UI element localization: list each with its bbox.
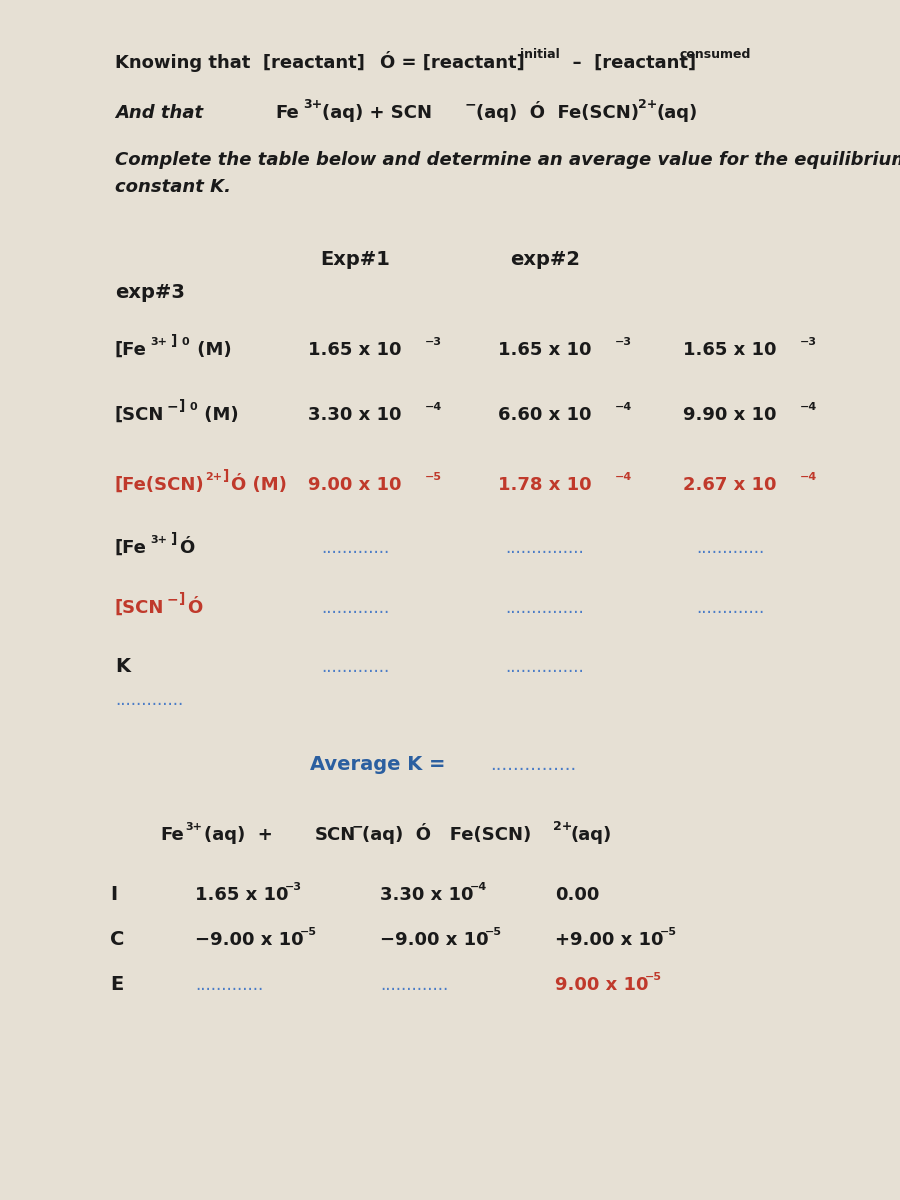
Text: −4: −4 [615, 472, 632, 482]
Text: I: I [110, 886, 117, 904]
Text: −3: −3 [800, 337, 817, 347]
Text: .............: ............. [321, 658, 389, 676]
Text: −: − [167, 592, 178, 606]
Text: ...............: ............... [506, 539, 584, 557]
Text: −4: −4 [615, 402, 632, 412]
Text: 1.65 x 10: 1.65 x 10 [683, 341, 777, 359]
Text: (aq): (aq) [570, 826, 611, 844]
Text: 9.90 x 10: 9.90 x 10 [683, 406, 777, 424]
Text: exp#2: exp#2 [510, 250, 580, 269]
Text: –  [reactant]: – [reactant] [560, 54, 696, 72]
Text: 9.00 x 10: 9.00 x 10 [555, 976, 649, 994]
Text: .............: ............. [321, 539, 389, 557]
Text: [SCN: [SCN [115, 406, 165, 424]
Text: 1.78 x 10: 1.78 x 10 [499, 476, 592, 494]
Text: 3+: 3+ [150, 337, 166, 347]
Text: K: K [115, 658, 130, 676]
Text: 1.65 x 10: 1.65 x 10 [499, 341, 592, 359]
Text: 2+: 2+ [553, 820, 572, 833]
Text: Ó: Ó [187, 599, 202, 617]
Text: (aq)  Ó  Fe(SCN): (aq) Ó Fe(SCN) [476, 101, 639, 122]
Text: ]: ] [179, 592, 185, 606]
Text: Exp#1: Exp#1 [320, 250, 390, 269]
Text: −3: −3 [425, 337, 442, 347]
Text: 3.30 x 10: 3.30 x 10 [308, 406, 401, 424]
Text: ...............: ............... [506, 658, 584, 676]
Text: ]: ] [171, 532, 177, 546]
Text: Fe: Fe [160, 826, 184, 844]
Text: .............: ............. [380, 976, 448, 994]
Text: And that: And that [115, 104, 203, 122]
Text: Ó: Ó [179, 539, 194, 557]
Text: −5: −5 [425, 472, 442, 482]
Text: (aq): (aq) [656, 104, 698, 122]
Text: (M): (M) [198, 406, 238, 424]
Text: .............: ............. [195, 976, 263, 994]
Text: .............: ............. [115, 691, 184, 709]
Text: initial: initial [520, 48, 560, 61]
Text: ...............: ............... [506, 599, 584, 617]
Text: −9.00 x 10: −9.00 x 10 [380, 931, 489, 949]
Text: [SCN: [SCN [115, 599, 165, 617]
Text: −3: −3 [615, 337, 632, 347]
Text: −: − [465, 97, 477, 110]
Text: −4: −4 [800, 472, 817, 482]
Text: 9.00 x 10: 9.00 x 10 [308, 476, 401, 494]
Text: [Fe: [Fe [115, 341, 147, 359]
Text: 3+: 3+ [185, 822, 202, 832]
Text: C: C [110, 930, 124, 949]
Text: consumed: consumed [680, 48, 752, 61]
Text: E: E [110, 974, 123, 994]
Text: ]: ] [223, 469, 230, 482]
Text: Fe: Fe [275, 104, 299, 122]
Text: .............: ............. [321, 599, 389, 617]
Text: .............: ............. [696, 539, 764, 557]
Text: +9.00 x 10: +9.00 x 10 [555, 931, 663, 949]
Text: −4: −4 [470, 882, 487, 892]
Text: −5: −5 [660, 926, 677, 937]
Text: −9.00 x 10: −9.00 x 10 [195, 931, 303, 949]
Text: (aq) + SCN: (aq) + SCN [322, 104, 432, 122]
Text: Ó (M): Ó (M) [231, 475, 287, 494]
Text: 6.60 x 10: 6.60 x 10 [499, 406, 592, 424]
Text: −4: −4 [425, 402, 442, 412]
Text: ]: ] [171, 334, 177, 348]
Text: SCN: SCN [315, 826, 356, 844]
Text: constant K.: constant K. [115, 178, 231, 196]
Text: 1.65 x 10: 1.65 x 10 [308, 341, 401, 359]
Text: Ó = [reactant]: Ó = [reactant] [380, 53, 525, 72]
Text: .............: ............. [696, 599, 764, 617]
Text: 3+: 3+ [303, 98, 322, 110]
Text: −5: −5 [300, 926, 317, 937]
Text: 2.67 x 10: 2.67 x 10 [683, 476, 777, 494]
Text: 2+: 2+ [638, 98, 657, 110]
Text: 1.65 x 10: 1.65 x 10 [195, 886, 289, 904]
Text: −: − [352, 818, 364, 833]
Text: Complete the table below and determine an average value for the equilibrium: Complete the table below and determine a… [115, 151, 900, 169]
Text: exp#3: exp#3 [115, 283, 184, 302]
Text: −: − [167, 398, 178, 413]
Text: ...............: ............... [490, 756, 576, 774]
Text: (aq)  Ó   Fe(SCN): (aq) Ó Fe(SCN) [362, 823, 531, 844]
Text: [Fe(SCN): [Fe(SCN) [115, 476, 204, 494]
Text: −5: −5 [485, 926, 502, 937]
Text: Average K =: Average K = [310, 755, 452, 774]
Text: (M): (M) [191, 341, 231, 359]
Text: 0: 0 [181, 337, 189, 347]
Text: −5: −5 [645, 972, 662, 982]
Text: 3+: 3+ [150, 535, 166, 545]
Text: 0: 0 [189, 402, 196, 412]
Text: [Fe: [Fe [115, 539, 147, 557]
Text: 2+: 2+ [205, 472, 222, 482]
Text: 0.00: 0.00 [555, 886, 599, 904]
Text: 3.30 x 10: 3.30 x 10 [380, 886, 473, 904]
Text: Knowing that  [reactant]: Knowing that [reactant] [115, 54, 364, 72]
Text: (aq)  +: (aq) + [204, 826, 273, 844]
Text: ]: ] [179, 398, 185, 413]
Text: −3: −3 [285, 882, 302, 892]
Text: −4: −4 [800, 402, 817, 412]
